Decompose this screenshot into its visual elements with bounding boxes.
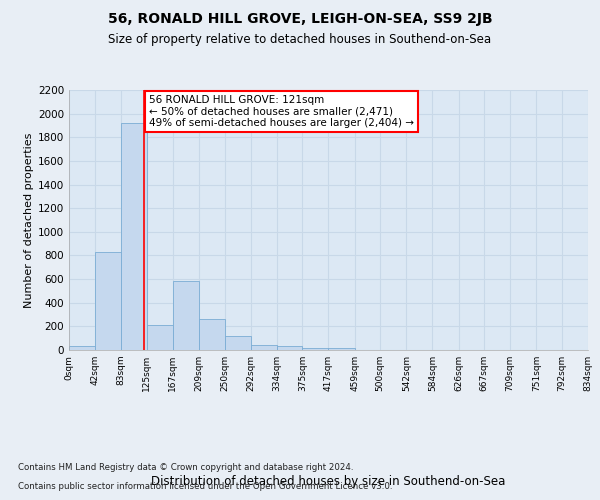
Bar — [277, 346, 302, 350]
X-axis label: Distribution of detached houses by size in Southend-on-Sea: Distribution of detached houses by size … — [151, 474, 506, 488]
Bar — [302, 348, 329, 350]
Bar — [329, 348, 355, 350]
Text: Size of property relative to detached houses in Southend-on-Sea: Size of property relative to detached ho… — [109, 32, 491, 46]
Bar — [147, 325, 173, 350]
Y-axis label: Number of detached properties: Number of detached properties — [24, 132, 34, 308]
Text: 56 RONALD HILL GROVE: 121sqm
← 50% of detached houses are smaller (2,471)
49% of: 56 RONALD HILL GROVE: 121sqm ← 50% of de… — [149, 94, 414, 128]
Bar — [95, 252, 121, 350]
Bar — [224, 336, 251, 350]
Bar — [173, 282, 199, 350]
Text: Contains public sector information licensed under the Open Government Licence v3: Contains public sector information licen… — [18, 482, 392, 491]
Text: Contains HM Land Registry data © Crown copyright and database right 2024.: Contains HM Land Registry data © Crown c… — [18, 464, 353, 472]
Bar — [69, 346, 95, 350]
Bar — [199, 320, 224, 350]
Bar — [121, 123, 147, 350]
Text: 56, RONALD HILL GROVE, LEIGH-ON-SEA, SS9 2JB: 56, RONALD HILL GROVE, LEIGH-ON-SEA, SS9… — [107, 12, 493, 26]
Bar — [251, 346, 277, 350]
